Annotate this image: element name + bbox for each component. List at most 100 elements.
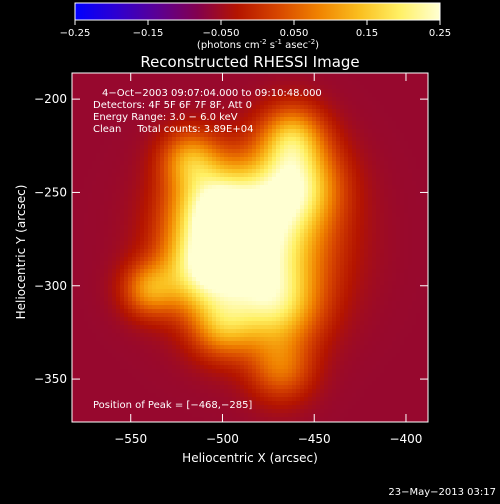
heatmap-cell bbox=[420, 177, 425, 182]
heatmap-cell bbox=[368, 205, 373, 210]
heatmap-cell bbox=[260, 233, 265, 238]
heatmap-cell bbox=[176, 189, 181, 194]
heatmap-cell bbox=[260, 161, 265, 166]
heatmap-cell bbox=[120, 153, 125, 158]
heatmap-cell bbox=[144, 161, 149, 166]
heatmap-cell bbox=[348, 109, 353, 114]
heatmap-cell bbox=[380, 169, 385, 174]
heatmap-cell bbox=[216, 181, 221, 186]
heatmap-cell bbox=[128, 265, 133, 270]
heatmap-cell bbox=[112, 173, 117, 178]
heatmap-cell bbox=[368, 177, 373, 182]
heatmap-cell bbox=[400, 229, 405, 234]
heatmap-cell bbox=[336, 137, 341, 142]
heatmap-cell bbox=[172, 233, 177, 238]
heatmap-cell bbox=[84, 201, 89, 206]
heatmap-cell bbox=[412, 81, 417, 86]
heatmap-cell bbox=[256, 285, 261, 290]
heatmap-cell bbox=[276, 245, 281, 250]
heatmap-cell bbox=[392, 133, 397, 138]
heatmap-cell bbox=[248, 293, 253, 298]
heatmap-cell bbox=[244, 137, 249, 142]
heatmap-cell bbox=[72, 221, 77, 226]
heatmap-cell bbox=[304, 249, 309, 254]
heatmap-cell bbox=[104, 257, 109, 262]
heatmap-cell bbox=[296, 197, 301, 202]
heatmap-cell bbox=[344, 101, 349, 106]
heatmap-cell bbox=[92, 257, 97, 262]
heatmap-cell bbox=[320, 141, 325, 146]
heatmap-cell bbox=[124, 237, 129, 242]
heatmap-cell bbox=[256, 129, 261, 134]
heatmap-cell bbox=[360, 245, 365, 250]
heatmap-cell bbox=[80, 125, 85, 130]
heatmap-cell bbox=[112, 213, 117, 218]
heatmap-cell bbox=[172, 181, 177, 186]
heatmap-cell bbox=[332, 145, 337, 150]
heatmap-cell bbox=[292, 205, 297, 210]
heatmap-cell bbox=[412, 85, 417, 90]
heatmap-cell bbox=[404, 81, 409, 86]
heatmap-cell bbox=[324, 121, 329, 126]
heatmap-cell bbox=[252, 277, 257, 282]
heatmap-cell bbox=[400, 285, 405, 290]
heatmap-cell bbox=[168, 189, 173, 194]
heatmap-cell bbox=[256, 265, 261, 270]
heatmap-cell bbox=[180, 177, 185, 182]
heatmap-cell bbox=[400, 245, 405, 250]
heatmap-cell bbox=[416, 189, 421, 194]
heatmap-cell bbox=[368, 217, 373, 222]
heatmap-cell bbox=[88, 177, 93, 182]
heatmap-cell bbox=[96, 93, 101, 98]
heatmap-cell bbox=[328, 241, 333, 246]
heatmap-cell bbox=[212, 265, 217, 270]
heatmap-cell bbox=[92, 277, 97, 282]
heatmap-cell bbox=[72, 185, 77, 190]
heatmap-cell bbox=[100, 289, 105, 294]
heatmap-cell bbox=[336, 101, 341, 106]
heatmap-cell bbox=[300, 145, 305, 150]
heatmap-cell bbox=[72, 265, 77, 270]
heatmap-cell bbox=[304, 293, 309, 298]
heatmap-cell bbox=[272, 209, 277, 214]
heatmap-cell bbox=[364, 97, 369, 102]
heatmap-cell bbox=[276, 173, 281, 178]
heatmap-cell bbox=[336, 77, 341, 82]
heatmap-cell bbox=[396, 289, 401, 294]
heatmap-cell bbox=[272, 189, 277, 194]
heatmap-cell bbox=[160, 257, 165, 262]
heatmap-cell bbox=[112, 285, 117, 290]
heatmap-cell bbox=[172, 149, 177, 154]
heatmap-cell bbox=[384, 241, 389, 246]
heatmap-cell bbox=[196, 257, 201, 262]
heatmap-cell bbox=[368, 157, 373, 162]
heatmap-cell bbox=[188, 261, 193, 266]
heatmap-cell bbox=[340, 185, 345, 190]
heatmap-cell bbox=[408, 185, 413, 190]
heatmap-cell bbox=[348, 289, 353, 294]
heatmap-cell bbox=[372, 109, 377, 114]
heatmap-cell bbox=[400, 121, 405, 126]
heatmap-cell bbox=[412, 241, 417, 246]
heatmap-cell bbox=[368, 221, 373, 226]
heatmap-cell bbox=[80, 233, 85, 238]
heatmap-cell bbox=[216, 77, 221, 82]
heatmap-cell bbox=[320, 201, 325, 206]
heatmap-cell bbox=[156, 261, 161, 266]
heatmap-cell bbox=[232, 137, 237, 142]
heatmap-cell bbox=[320, 109, 325, 114]
heatmap-cell bbox=[232, 209, 237, 214]
heatmap-cell bbox=[188, 73, 193, 78]
heatmap-cell bbox=[112, 221, 117, 226]
heatmap-cell bbox=[220, 137, 225, 142]
heatmap-cell bbox=[196, 213, 201, 218]
heatmap-cell bbox=[256, 173, 261, 178]
heatmap-cell bbox=[288, 73, 293, 78]
heatmap-cell bbox=[208, 157, 213, 162]
heatmap-cell bbox=[384, 101, 389, 106]
heatmap-cell bbox=[364, 273, 369, 278]
heatmap-cell bbox=[136, 205, 141, 210]
heatmap-cell bbox=[364, 229, 369, 234]
heatmap-cell bbox=[404, 169, 409, 174]
heatmap-cell bbox=[360, 105, 365, 110]
